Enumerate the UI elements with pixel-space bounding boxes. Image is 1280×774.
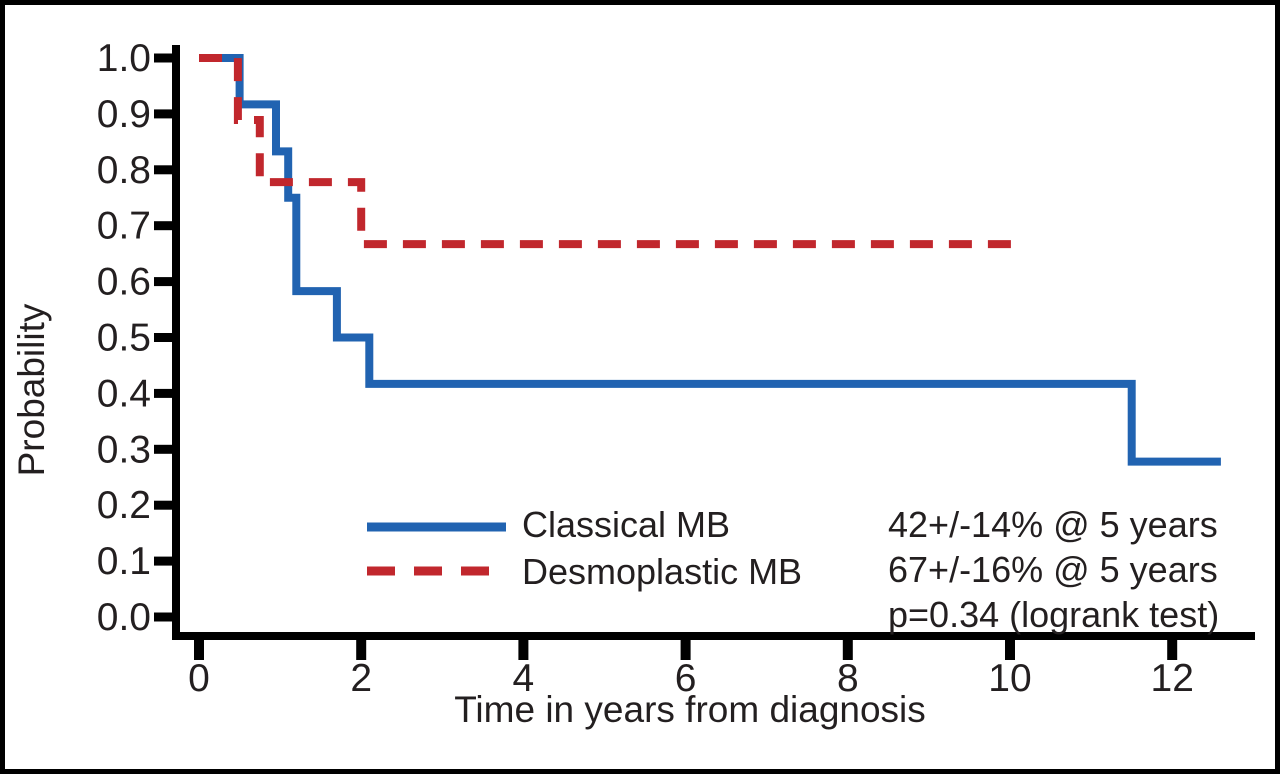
- y-tick: [154, 444, 176, 454]
- y-tick-label: 0.0: [97, 596, 151, 639]
- x-tick-label: 6: [675, 657, 697, 700]
- x-tick-label: 2: [350, 657, 372, 700]
- y-tick-label: 0.8: [97, 149, 151, 192]
- legend: Classical MB Desmoplastic MB: [367, 504, 802, 592]
- x-tick-label: 10: [988, 657, 1031, 700]
- y-tick-label: 0.7: [97, 205, 151, 248]
- y-tick: [154, 612, 176, 622]
- y-tick: [154, 109, 176, 119]
- y-tick: [154, 165, 176, 175]
- x-tick-label: 12: [1151, 657, 1194, 700]
- x-tick: [680, 638, 691, 660]
- axes: 0 2 4 6 8 10 12 0.0 0.1 0.2 0.3 0.4 0.5 0.6 0.7 0.8 0.9 1…: [97, 37, 1255, 700]
- y-tick-label: 0.1: [97, 540, 151, 583]
- stats-annotations: 42+/-14% @ 5 years 67+/-16% @ 5 years p=…: [888, 504, 1219, 635]
- y-tick: [154, 221, 176, 231]
- legend-label-desmoplastic-mb: Desmoplastic MB: [522, 551, 802, 592]
- y-axis-title: Probability: [11, 303, 52, 476]
- y-tick: [154, 53, 176, 63]
- series-desmoplastic-mb: [199, 54, 1027, 249]
- x-axis-title: Time in years from diagnosis: [454, 689, 926, 730]
- y-axis-line: [172, 45, 180, 640]
- stat-logrank-p: p=0.34 (logrank test): [888, 594, 1219, 635]
- stat-desmoplastic-5yr: 67+/-16% @ 5 years: [888, 549, 1218, 590]
- y-tick: [154, 556, 176, 566]
- stat-classical-5yr: 42+/-14% @ 5 years: [888, 504, 1218, 545]
- y-tick-label: 0.6: [97, 261, 151, 304]
- x-tick: [1167, 638, 1178, 660]
- y-tick: [154, 388, 176, 398]
- y-tick-label: 0.2: [97, 484, 151, 527]
- x-tick: [356, 638, 367, 660]
- x-tick: [194, 638, 204, 660]
- y-tick: [154, 333, 176, 342]
- y-tick-label: 0.3: [97, 428, 151, 471]
- series-group: [199, 54, 1221, 466]
- x-tick-label: 4: [513, 657, 535, 700]
- x-axis-line: [172, 632, 1255, 640]
- x-tick: [1005, 638, 1015, 660]
- x-tick-label: 0: [188, 657, 210, 700]
- x-tick-label: 8: [837, 657, 859, 700]
- y-tick: [154, 277, 176, 287]
- y-tick-label: 0.9: [97, 93, 151, 136]
- x-tick: [842, 638, 853, 660]
- legend-label-classical-mb: Classical MB: [522, 504, 730, 545]
- x-tick: [518, 638, 529, 660]
- series-classical-mb: [199, 54, 1221, 466]
- y-tick-label: 0.5: [97, 317, 151, 360]
- y-tick-label: 1.0: [97, 37, 151, 80]
- y-tick: [154, 500, 176, 510]
- y-tick-label: 0.4: [97, 372, 151, 415]
